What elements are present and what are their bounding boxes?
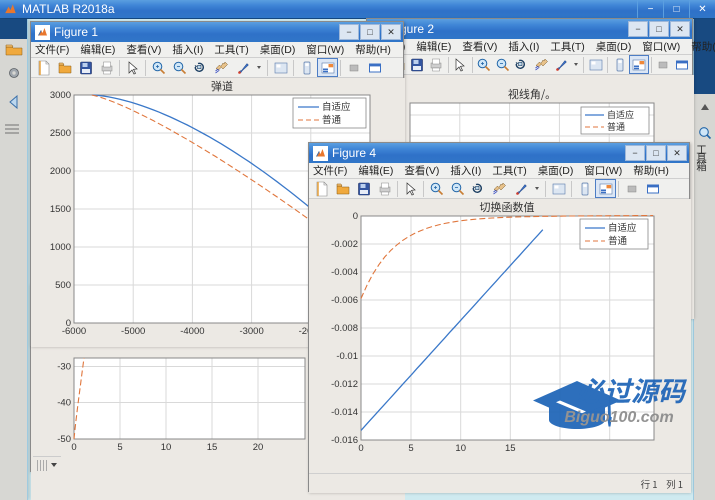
svg-text:0: 0	[71, 442, 76, 453]
svg-text:3000: 3000	[50, 90, 71, 101]
svg-text:普通: 普通	[322, 112, 342, 126]
svg-text:弹道: 弹道	[211, 78, 233, 94]
svg-text:15: 15	[207, 442, 218, 453]
svg-text:-40: -40	[57, 398, 71, 409]
svg-text:自适应: 自适应	[322, 99, 351, 113]
svg-text:-0.006: -0.006	[331, 295, 358, 306]
svg-text:-50: -50	[57, 434, 71, 445]
svg-text:-3000: -3000	[239, 326, 263, 337]
svg-text:-0.002: -0.002	[331, 239, 358, 250]
svg-text:0: 0	[358, 443, 363, 454]
svg-text:5: 5	[117, 442, 122, 453]
svg-text:20: 20	[253, 442, 264, 453]
svg-text:切换函数值: 切换函数值	[480, 199, 535, 215]
svg-text:-30: -30	[57, 362, 71, 373]
svg-text:-6000: -6000	[62, 326, 86, 337]
svg-text:1500: 1500	[50, 204, 71, 215]
svg-text:自适应: 自适应	[608, 220, 637, 234]
svg-text:-0.008: -0.008	[331, 323, 358, 334]
svg-text:-0.012: -0.012	[331, 379, 358, 390]
svg-text:必过源码: 必过源码	[577, 370, 688, 409]
svg-text:500: 500	[55, 280, 71, 291]
svg-text:1000: 1000	[50, 242, 71, 253]
svg-text:2000: 2000	[50, 166, 71, 177]
svg-text:5: 5	[408, 443, 413, 454]
svg-text:10: 10	[455, 443, 466, 454]
svg-text:视线角/。: 视线角/。	[508, 86, 556, 102]
svg-text:2500: 2500	[50, 128, 71, 139]
svg-text:10: 10	[161, 442, 172, 453]
svg-text:普通: 普通	[608, 233, 628, 247]
svg-text:-0.004: -0.004	[331, 267, 358, 278]
svg-text:-0.01: -0.01	[336, 351, 358, 362]
svg-text:0: 0	[353, 211, 358, 222]
svg-text:普通: 普通	[607, 120, 625, 133]
svg-text:-0.014: -0.014	[331, 407, 358, 418]
svg-text:Biguo100.com: Biguo100.com	[564, 409, 673, 426]
svg-text:-0.016: -0.016	[331, 435, 358, 446]
svg-text:-4000: -4000	[180, 326, 204, 337]
svg-text:15: 15	[505, 443, 516, 454]
svg-text:-5000: -5000	[121, 326, 145, 337]
